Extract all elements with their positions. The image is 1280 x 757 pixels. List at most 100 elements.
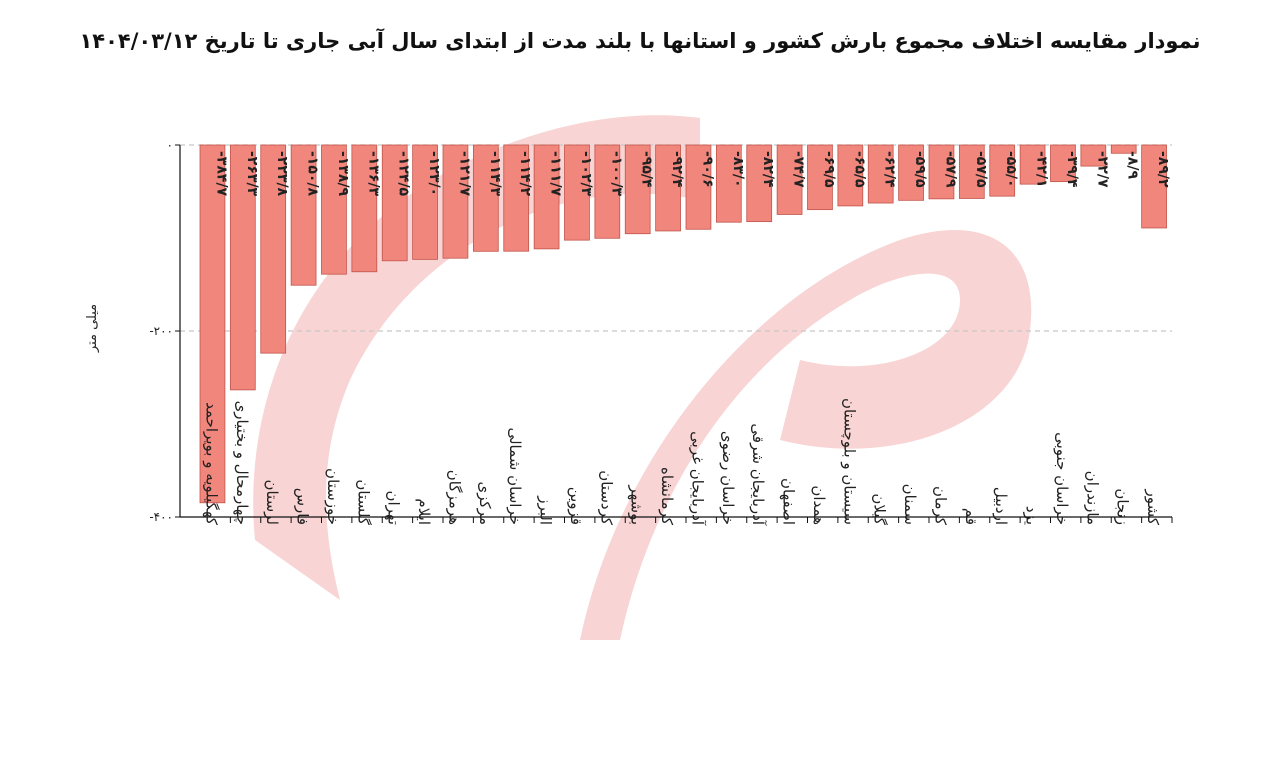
category-label-16: آذربایجان غربی: [688, 431, 706, 526]
bar-25: [958, 144, 985, 199]
value-label-26: -۵۵/۰: [1003, 151, 1019, 188]
category-label-12: قزوین: [567, 487, 585, 525]
value-label-10: -۱۱۴/۲: [517, 151, 533, 197]
bar-23: [898, 144, 924, 201]
value-label-23: -۵۹/۵: [912, 151, 928, 188]
value-label-29: -۲۲/۷: [1094, 151, 1110, 188]
value-label-9: -۱۱۴/۳: [487, 151, 503, 197]
value-label-28: -۳۹/۴: [1064, 151, 1080, 188]
category-label-31: کشور: [1144, 488, 1162, 525]
y-tick-label-0: ۰: [167, 138, 173, 152]
bar-12: [564, 144, 590, 241]
category-label-28: خراسان جنوبی: [1053, 432, 1071, 525]
value-label-4: -۱۳۸/۹: [335, 151, 351, 197]
value-label-21: -۶۵/۵: [851, 151, 867, 188]
y-tick-label-2: -۴۰۰: [149, 510, 173, 524]
category-label-21: سیستان و بلوچستان: [840, 398, 858, 525]
bar-30: [1110, 144, 1137, 154]
bar-5: [351, 144, 378, 273]
y-axis-label: میلی متر: [85, 304, 100, 353]
value-label-8: -۱۲۱/۷: [456, 151, 472, 197]
bar-22: [867, 144, 894, 204]
bar-27: [1019, 144, 1046, 185]
category-labels: کهگیلویه و بویراحمد چهارمحال و بختیاری لرس…: [202, 398, 1162, 526]
category-label-25: قم: [962, 508, 980, 525]
category-label-7: ایلام: [415, 498, 433, 525]
bar-2: [260, 144, 287, 354]
value-label-25: -۵۷/۵: [973, 151, 989, 188]
bar-3: [290, 144, 317, 286]
category-label-24: کرمان: [931, 486, 949, 526]
value-label-2: -۲۲۳/۸: [274, 151, 290, 197]
value-label-6: -۱۲۴/۵: [396, 151, 412, 197]
bar-7: [412, 144, 438, 260]
category-label-14: بوشهر: [628, 484, 646, 525]
y-ticks: ۰ -۲۰۰ -۴۰۰: [149, 138, 180, 524]
bar-1: [229, 144, 256, 391]
category-label-23: سمنان: [901, 484, 919, 525]
y-tick-label-1: -۲۰۰: [149, 324, 173, 338]
category-label-30: زنجان: [1114, 488, 1132, 525]
bar-13: [594, 144, 621, 239]
bar-19: [776, 144, 803, 215]
value-label-18: -۸۲/۴: [760, 151, 776, 188]
bar-21: [837, 144, 864, 207]
value-label-30: -۸/۹: [1125, 151, 1141, 179]
bar-17: [715, 144, 742, 223]
value-label-14: -۹۵/۴: [639, 151, 655, 188]
value-label-7: -۱۲۳/۰: [426, 151, 442, 196]
value-label-13: -۱۰۰/۳: [608, 151, 624, 197]
value-label-3: -۱۵۰/۸: [305, 151, 321, 197]
category-label-20: همدان: [810, 485, 828, 525]
category-label-19: اصفهان: [780, 478, 798, 525]
category-label-17: خراسان رضوی: [719, 431, 737, 525]
category-label-13: کردستان: [597, 470, 615, 526]
category-label-18: آذربایجان شرقی: [749, 423, 767, 525]
value-label-19: -۷۴/۷: [791, 151, 807, 188]
chart-title: نمودار مقایسه اختلاف مجموع بارش کشور و ا…: [79, 28, 1200, 53]
bars: [199, 144, 1167, 504]
category-label-29: مازندران: [1083, 471, 1101, 525]
category-label-15: کرمانشاه: [658, 467, 676, 526]
bar-0: [199, 144, 226, 504]
bar-6: [381, 144, 408, 262]
bar-15: [655, 144, 681, 232]
value-label-20: -۶۹/۵: [821, 151, 837, 188]
value-label-27: -۴۲/۱: [1034, 151, 1050, 188]
bar-31: [1141, 144, 1167, 229]
value-label-15: -۹۲/۴: [669, 151, 685, 188]
bar-8: [442, 144, 469, 259]
value-labels: -۳۸۴/۷ -۲۶۳/۳ -۲۲۳/۸ -۱۵۰/۸ -۱۳۸/۹ -۱۳۶/۳ -۱۲۴…: [213, 151, 1171, 197]
bar-14: [624, 144, 651, 235]
bar-29: [1080, 144, 1107, 167]
category-label-3: فارس: [294, 488, 312, 525]
bar-20: [807, 144, 833, 211]
category-label-6: تهران: [385, 490, 403, 525]
category-label-9: مرکزی: [476, 482, 494, 525]
category-label-0: کهگیلویه و بویراحمد: [202, 402, 220, 526]
bar-11: [533, 144, 560, 250]
bar-28: [1050, 144, 1076, 183]
category-label-2: لرستان: [263, 479, 281, 525]
category-label-8: هرمزگان: [445, 470, 463, 525]
value-label-5: -۱۳۶/۳: [365, 151, 381, 197]
category-label-5: گلستان: [354, 479, 372, 525]
category-label-1: چهارمحال و بختیاری: [233, 401, 251, 525]
value-label-16: -۹۰/۶: [699, 151, 715, 188]
bar-26: [989, 144, 1016, 197]
value-label-22: -۶۲/۴: [882, 151, 898, 188]
bar-10: [503, 144, 530, 252]
category-label-27: یزد: [1023, 506, 1041, 525]
value-label-0: -۳۸۴/۷: [213, 151, 229, 197]
category-label-10: خراسان شمالی: [506, 427, 524, 525]
value-label-17: -۸۳/۰: [730, 151, 746, 188]
bar-4: [321, 144, 347, 275]
value-label-12: -۱۰۲/۳: [578, 151, 594, 197]
category-label-4: خوزستان: [324, 468, 342, 525]
bar-9: [472, 144, 499, 252]
value-label-11: -۱۱۱/۷: [548, 151, 564, 197]
watermark-logo-inner-swoosh: [580, 230, 1032, 640]
value-label-1: -۲۶۳/۳: [244, 151, 260, 197]
category-label-22: گیلان: [871, 493, 889, 525]
